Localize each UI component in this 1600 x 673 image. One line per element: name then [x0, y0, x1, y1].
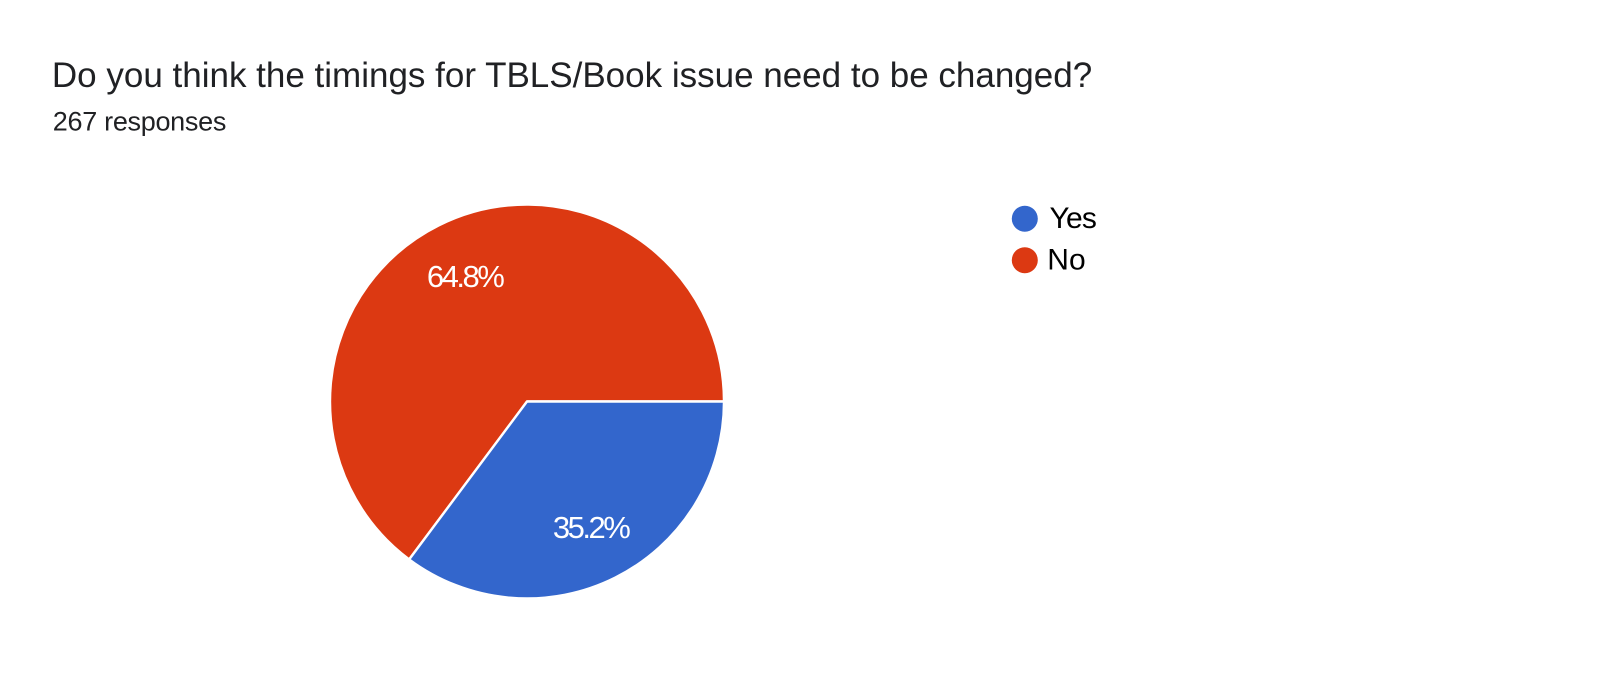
svg-text:Yes: Yes	[1050, 202, 1097, 235]
svg-text:Do you think the timings for T: Do you think the timings for TBLS/Book i…	[52, 56, 1092, 95]
svg-text:35.2%: 35.2%	[553, 510, 630, 545]
svg-text:64.8%: 64.8%	[427, 259, 504, 294]
svg-text:267 responses: 267 responses	[53, 107, 226, 137]
svg-text:No: No	[1047, 244, 1085, 277]
